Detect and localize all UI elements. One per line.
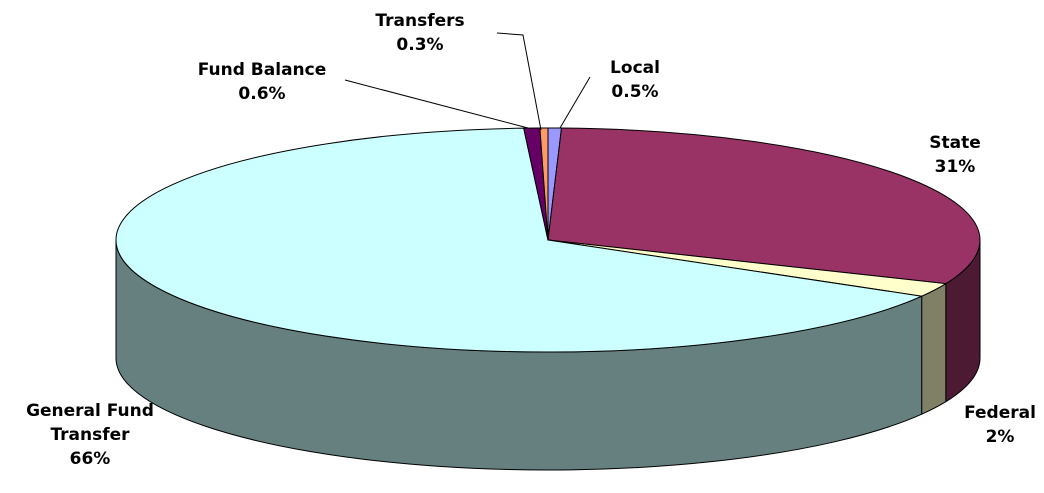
pie-slice bbox=[547, 127, 981, 285]
category-label: Fund Balance bbox=[197, 60, 327, 80]
slice-label: Fund Balance 0.6% bbox=[198, 58, 327, 106]
value-label: 0.3% bbox=[396, 35, 444, 55]
category-label: Transfers bbox=[375, 11, 465, 31]
category-label: General Fund Transfer bbox=[26, 401, 154, 445]
category-label: State bbox=[929, 133, 981, 153]
leader-line bbox=[559, 76, 591, 129]
value-label: 66% bbox=[69, 449, 111, 469]
value-label: 0.5% bbox=[611, 82, 659, 102]
slice-label: Transfers 0.3% bbox=[375, 9, 464, 57]
value-label: 31% bbox=[934, 157, 976, 177]
pie-slice bbox=[115, 127, 924, 353]
category-label: Federal bbox=[964, 403, 1036, 423]
slice-label: Federal 2% bbox=[964, 401, 1036, 449]
value-label: 2% bbox=[985, 427, 1015, 447]
slice-label: Local 0.5% bbox=[610, 56, 660, 104]
slice-label: General Fund Transfer 66% bbox=[20, 399, 160, 471]
leader-line bbox=[496, 32, 542, 131]
pie-slice bbox=[539, 127, 549, 241]
value-label: 0.6% bbox=[238, 84, 286, 104]
leader-line bbox=[344, 79, 529, 129]
category-label: Local bbox=[610, 58, 660, 78]
pie-side bbox=[921, 282, 947, 415]
slice-label: State 31% bbox=[929, 131, 981, 179]
